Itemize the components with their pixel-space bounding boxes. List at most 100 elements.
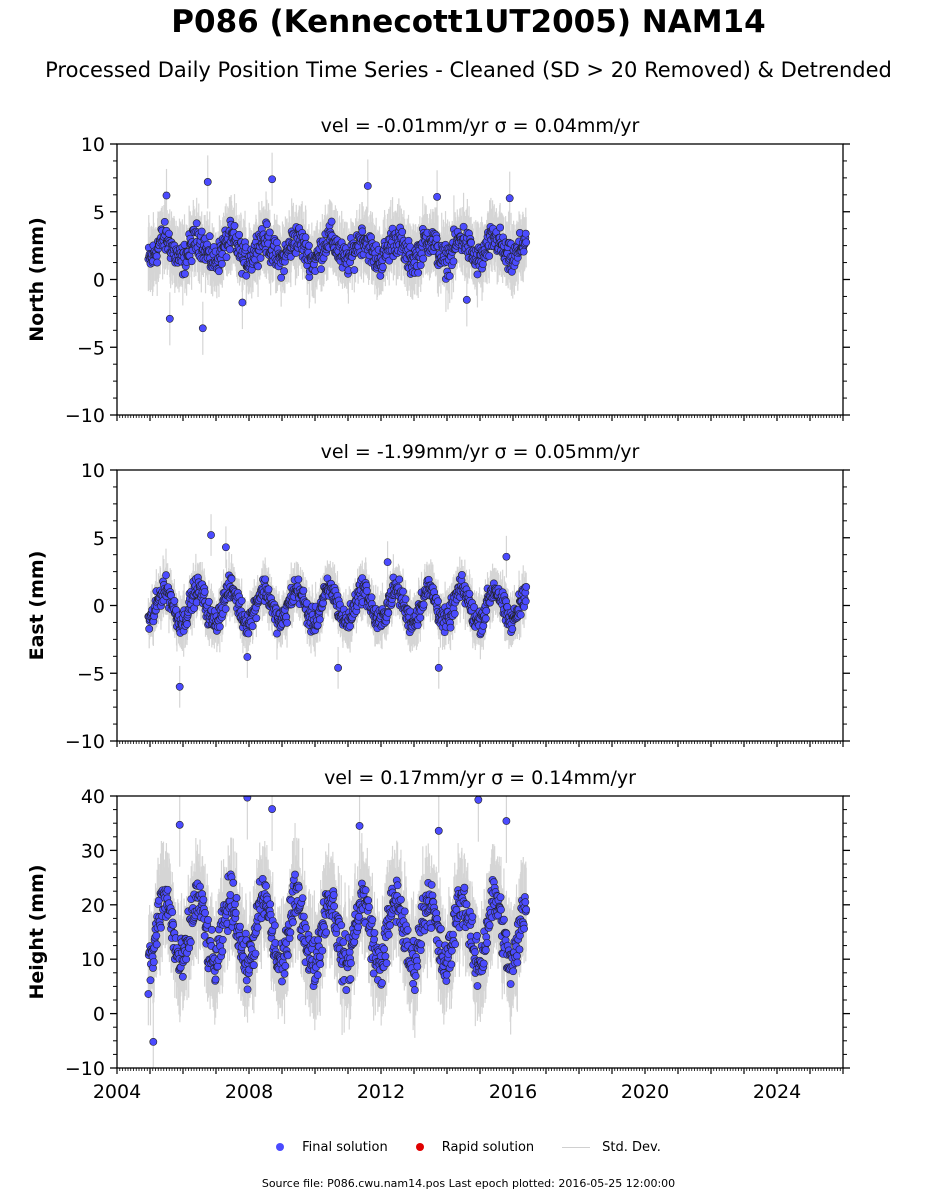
data-point xyxy=(399,587,407,596)
data-point xyxy=(416,613,425,622)
data-point xyxy=(230,221,239,230)
y-tick-label: −10 xyxy=(65,405,105,427)
data-point xyxy=(222,253,231,262)
y-tick-label: −5 xyxy=(77,337,105,359)
data-point xyxy=(221,604,230,613)
data-point xyxy=(315,615,324,624)
data-point xyxy=(449,257,458,266)
final-solution-points xyxy=(144,175,531,333)
panel-title: vel = 0.17mm/yr σ = 0.14mm/yr xyxy=(324,767,636,789)
data-point xyxy=(516,610,525,619)
data-point xyxy=(170,597,179,605)
figure-title: P086 (Kennecott1UT2005) NAM14 xyxy=(171,4,766,40)
data-point xyxy=(221,543,230,552)
panel-2: vel = -1.99mm/yr σ = 0.05mm/yr East (mm) −… xyxy=(26,441,850,753)
data-point xyxy=(470,603,478,612)
y-axis-label: Height (mm) xyxy=(26,864,48,999)
data-point xyxy=(162,571,170,580)
data-point xyxy=(519,247,528,256)
panel-title: vel = -0.01mm/yr σ = 0.04mm/yr xyxy=(321,115,640,137)
panel-3: vel = 0.17mm/yr σ = 0.14mm/yr Height (mm)… xyxy=(26,767,850,1103)
y-tick-label: 10 xyxy=(81,134,105,156)
data-point xyxy=(401,595,410,604)
data-point xyxy=(167,591,175,600)
data-point xyxy=(462,295,471,304)
y-tick-label: −10 xyxy=(65,731,105,753)
data-point xyxy=(346,622,354,631)
data-point xyxy=(203,178,212,186)
data-point xyxy=(264,585,273,594)
data-point xyxy=(305,241,313,250)
data-point xyxy=(256,254,265,262)
y-tick-label: 5 xyxy=(93,202,105,224)
data-point xyxy=(261,575,270,584)
data-point xyxy=(459,222,468,231)
data-point xyxy=(238,298,247,307)
data-point xyxy=(301,233,310,242)
data-point xyxy=(218,259,226,268)
data-point xyxy=(450,609,459,618)
data-point xyxy=(187,257,196,266)
data-point xyxy=(384,608,393,617)
data-point xyxy=(299,586,308,595)
data-point xyxy=(482,606,491,615)
data-point xyxy=(243,653,252,661)
data-point xyxy=(265,228,274,237)
data-point xyxy=(508,625,517,633)
final-solution-points xyxy=(144,531,531,691)
data-point xyxy=(358,227,367,236)
data-point xyxy=(192,219,201,228)
data-point xyxy=(317,265,325,274)
data-point xyxy=(473,270,482,279)
data-point xyxy=(200,587,209,596)
data-layer xyxy=(144,152,531,355)
data-point xyxy=(254,262,262,271)
data-point xyxy=(398,228,407,236)
data-point xyxy=(432,234,441,243)
data-point xyxy=(227,574,236,583)
data-point xyxy=(363,182,372,190)
data-point xyxy=(496,223,505,232)
data-point xyxy=(215,622,224,631)
data-point xyxy=(395,575,404,584)
data-point xyxy=(205,232,214,241)
data-point xyxy=(183,620,191,629)
data-point xyxy=(445,272,454,280)
data-point xyxy=(162,191,171,200)
data-point xyxy=(481,614,490,623)
data-point xyxy=(165,229,173,238)
data-point xyxy=(327,217,336,226)
data-point xyxy=(280,267,289,276)
panel-1: vel = -0.01mm/yr σ = 0.04mm/yr North (mm)… xyxy=(26,115,850,427)
data-point xyxy=(283,618,291,627)
data-point xyxy=(294,575,303,584)
data-point xyxy=(262,220,271,229)
data-point xyxy=(433,192,441,201)
data-point xyxy=(465,589,474,598)
data-point xyxy=(175,682,184,691)
figure-subtitle: Processed Daily Position Time Series - C… xyxy=(45,58,892,82)
data-point xyxy=(225,245,234,254)
data-point xyxy=(165,314,174,323)
data-point xyxy=(334,663,342,672)
data-point xyxy=(446,623,455,632)
data-point xyxy=(235,230,244,239)
data-point xyxy=(350,266,359,274)
data-point xyxy=(237,596,246,605)
data-point xyxy=(434,663,443,672)
data-point xyxy=(485,252,494,260)
data-point xyxy=(522,583,531,591)
data-point xyxy=(252,614,261,623)
data-point xyxy=(521,597,530,606)
data-point xyxy=(277,273,286,282)
data-point xyxy=(505,194,514,203)
data-point xyxy=(248,622,257,631)
data-point xyxy=(367,593,376,602)
data-point xyxy=(376,271,385,280)
data-point xyxy=(419,600,428,609)
data-point xyxy=(414,268,423,277)
data-point xyxy=(207,531,215,539)
data-point xyxy=(502,552,511,561)
data-point xyxy=(153,258,162,267)
